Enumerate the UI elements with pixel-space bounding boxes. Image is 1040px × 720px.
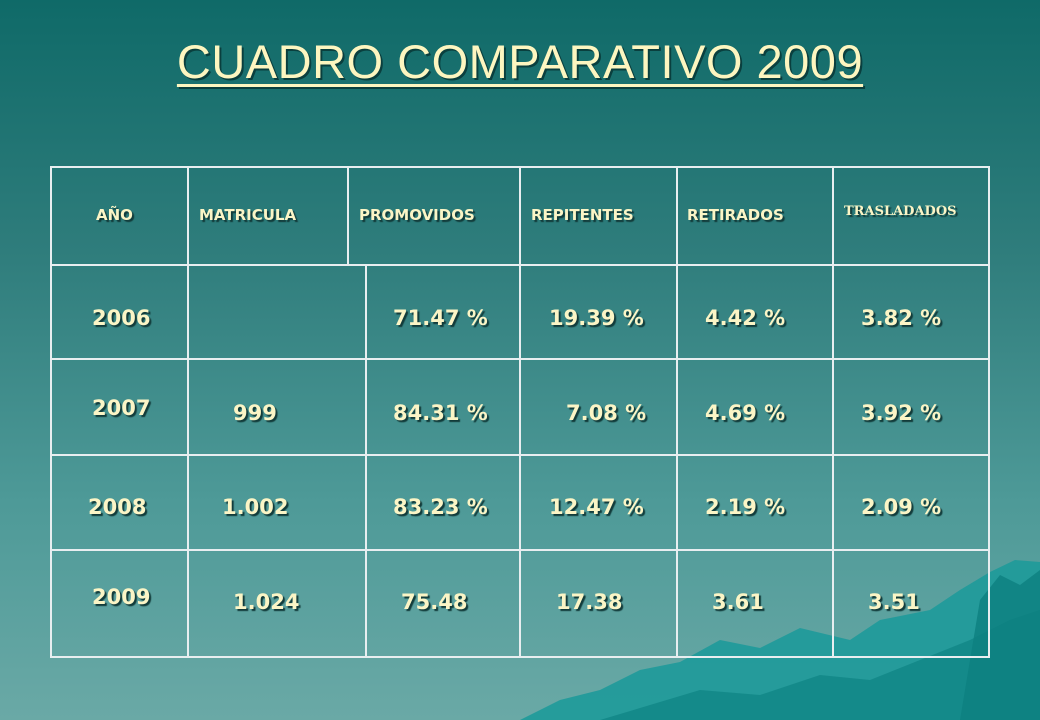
cell-promoted: 75.48 [401, 590, 468, 614]
cell-year: 2008 [88, 495, 147, 519]
cell-repeaters: 19.39 % [549, 306, 644, 330]
cell-repeaters: 12.47 % [549, 495, 644, 519]
cell-enrollment: 1.002 [222, 495, 289, 519]
header-promoted: PROMOVIDOS [359, 206, 475, 224]
column-divider [187, 168, 189, 656]
header-transferred: TRASLADADOS [844, 204, 957, 219]
header-year: AÑO [96, 206, 133, 224]
page-title: CUADRO COMPARATIVO 2009 [176, 35, 864, 88]
column-divider [365, 264, 367, 656]
cell-transferred: 3.92 % [861, 401, 942, 425]
cell-transferred: 2.09 % [861, 495, 942, 519]
cell-withdrawn: 4.69 % [705, 401, 786, 425]
cell-withdrawn: 2.19 % [705, 495, 786, 519]
header-withdrawn: RETIRADOS [687, 206, 784, 224]
cell-promoted: 71.47 % [393, 306, 488, 330]
cell-withdrawn: 3.61 [712, 590, 764, 614]
cell-promoted: 84.31 % [393, 401, 488, 425]
cell-repeaters: 17.38 [556, 590, 623, 614]
cell-transferred: 3.51 [868, 590, 920, 614]
column-divider [347, 168, 349, 264]
cell-promoted: 83.23 % [393, 495, 488, 519]
column-divider [832, 168, 834, 656]
column-divider [519, 168, 521, 656]
cell-withdrawn: 4.42 % [705, 306, 786, 330]
cell-year: 2006 [92, 306, 151, 330]
cell-transferred: 3.82 % [861, 306, 942, 330]
header-repeaters: REPITENTES [531, 206, 634, 224]
cell-year: 2007 [92, 396, 151, 420]
cell-enrollment: 1.024 [233, 590, 300, 614]
column-divider [676, 168, 678, 656]
header-enrollment: MATRICULA [199, 206, 297, 224]
comparison-table: AÑO MATRICULA PROMOVIDOS REPITENTES RETI… [50, 166, 990, 658]
cell-repeaters: 7.08 % [566, 401, 647, 425]
cell-year: 2009 [92, 585, 151, 609]
cell-enrollment: 999 [233, 401, 277, 425]
